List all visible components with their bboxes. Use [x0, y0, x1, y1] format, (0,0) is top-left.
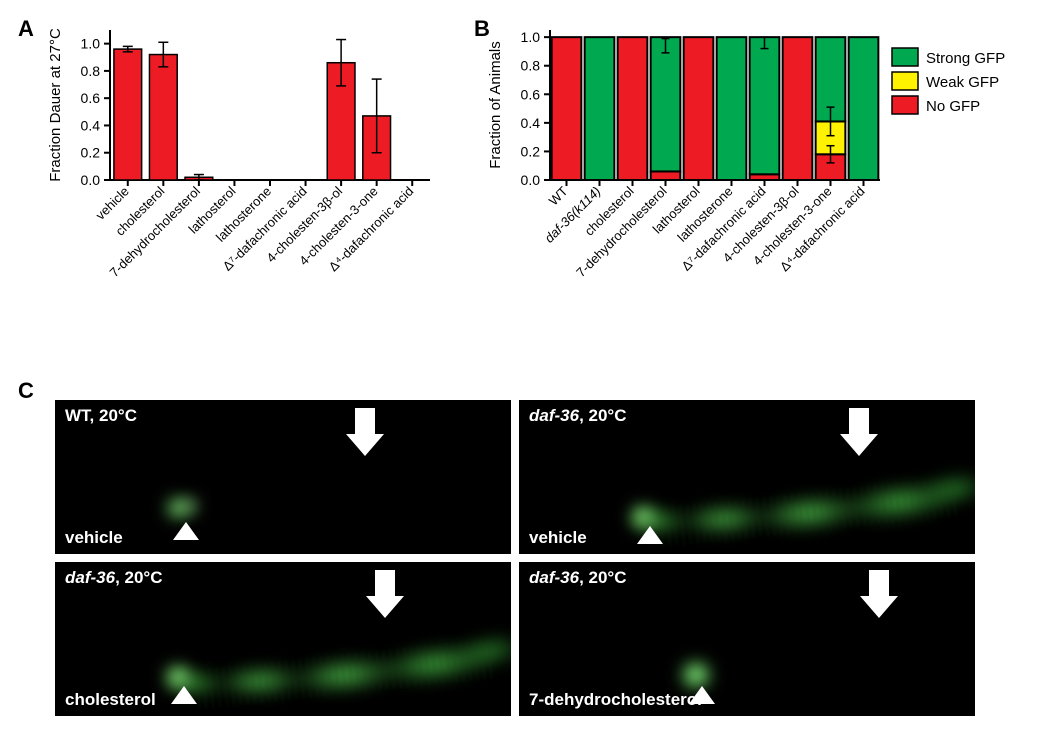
svg-text:No GFP: No GFP: [926, 98, 980, 115]
svg-text:0.8: 0.8: [521, 58, 541, 74]
micrograph-condition: 7-dehydrocholesterol: [529, 690, 702, 710]
micrograph-2: daf-36, 20°C cholesterol: [55, 562, 511, 716]
svg-text:WT: WT: [546, 183, 571, 208]
svg-text:0.6: 0.6: [521, 86, 541, 102]
micrograph-1: daf-36, 20°C vehicle: [519, 400, 975, 554]
micrograph-0: WT, 20°C vehicle: [55, 400, 511, 554]
panel-c-grid: WT, 20°Cvehicledaf-36, 20°Cvehicledaf-36…: [55, 400, 975, 716]
arrowhead-up-icon: [637, 526, 663, 544]
arrowhead-up-icon: [171, 686, 197, 704]
panel-b-chart: 0.00.20.40.60.81.0Fraction of AnimalsWTd…: [0, 0, 1050, 320]
micrograph-3: daf-36, 20°C 7-dehydrocholesterol: [519, 562, 975, 716]
svg-text:0.4: 0.4: [521, 115, 541, 131]
arrowhead-up-icon: [689, 686, 715, 704]
svg-text:Weak GFP: Weak GFP: [926, 74, 999, 91]
svg-text:0.2: 0.2: [521, 143, 541, 159]
micrograph-condition: vehicle: [65, 528, 123, 548]
arrow-down-icon: [849, 408, 869, 436]
panel-c-label: C: [18, 378, 34, 404]
svg-text:Strong GFP: Strong GFP: [926, 50, 1005, 67]
micrograph-title: daf-36, 20°C: [529, 568, 627, 588]
arrowhead-up-icon: [173, 522, 199, 540]
micrograph-condition: vehicle: [529, 528, 587, 548]
arrow-down-icon: [375, 570, 395, 598]
micrograph-title: daf-36, 20°C: [65, 568, 163, 588]
svg-text:1.0: 1.0: [521, 29, 541, 45]
arrow-down-icon: [869, 570, 889, 598]
svg-text:Fraction of Animals: Fraction of Animals: [487, 41, 504, 169]
svg-text:0.0: 0.0: [521, 172, 541, 188]
arrow-down-icon: [355, 408, 375, 436]
micrograph-title: WT, 20°C: [65, 406, 137, 426]
micrograph-title: daf-36, 20°C: [529, 406, 627, 426]
micrograph-condition: cholesterol: [65, 690, 156, 710]
